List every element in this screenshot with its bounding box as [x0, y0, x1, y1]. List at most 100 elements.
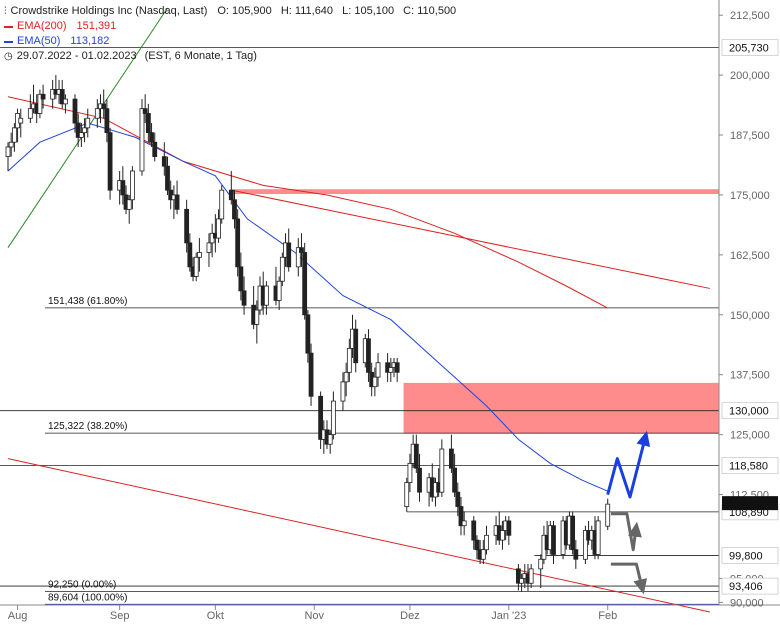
candle-body	[538, 558, 544, 570]
candle-body	[149, 132, 154, 143]
candle-body	[570, 515, 576, 551]
fibonacci-label: 125,322 (38.20%)	[48, 421, 128, 432]
fibonacci-label: 151,438 (61.80%)	[48, 296, 128, 307]
ohlc-high: H: 111,640	[280, 5, 334, 17]
level-price-box	[721, 457, 779, 474]
y-tick-label: 175,000	[730, 190, 770, 202]
chart-icon: ⫶	[4, 6, 7, 17]
candle-body	[471, 520, 477, 541]
ohlc-readout: O: 105,900 H: 111,640 L: 105,100 C: 110,…	[211, 4, 456, 19]
fibonacci-label: 92,250 (0.00%)	[48, 580, 116, 591]
candle-body	[407, 462, 413, 483]
y-tick-label: 187,500	[730, 130, 770, 142]
candle-body	[142, 108, 148, 114]
candle-body	[346, 347, 352, 373]
candle-body	[417, 467, 422, 493]
candle-body	[27, 108, 33, 119]
trendline	[7, 458, 710, 613]
candle-body	[308, 352, 314, 397]
ema50-value: 113,182	[70, 35, 110, 47]
level-price-box	[721, 577, 779, 595]
candle-body	[366, 338, 371, 373]
candle-body	[461, 520, 467, 527]
candle-body	[241, 290, 247, 306]
period-info: (EST, 6 Monate, 1 Tag)	[144, 50, 257, 62]
candle-body	[484, 534, 489, 551]
candle-body	[216, 218, 221, 239]
candle-body	[139, 108, 145, 172]
candle-body	[152, 141, 158, 158]
level-price-label: 118,580	[729, 460, 768, 472]
level-price-box	[721, 547, 779, 564]
last-price-label: 110,500	[729, 498, 768, 510]
candle-body	[126, 199, 132, 210]
candle-body	[573, 549, 579, 560]
candle-body	[145, 113, 151, 134]
candle-body	[279, 256, 285, 282]
candle-body	[228, 189, 234, 201]
scenario-arrowhead	[628, 521, 642, 538]
ema50-label: EMA(50)	[17, 35, 61, 47]
candle-body	[388, 367, 394, 373]
candle-body	[474, 539, 480, 551]
candle-body	[449, 448, 454, 469]
candle-body	[174, 194, 180, 210]
candle-body	[480, 549, 486, 560]
candle-body	[327, 434, 333, 445]
candle-body	[206, 242, 212, 253]
candle-body	[232, 199, 237, 220]
candle-body	[78, 132, 84, 138]
candle-body	[120, 180, 126, 196]
candle-body	[72, 98, 78, 124]
trendline	[231, 189, 710, 289]
candle-body	[276, 280, 282, 301]
candle-body	[582, 530, 588, 560]
candle-body	[286, 242, 292, 268]
candle-body	[184, 208, 190, 244]
candle-body	[196, 252, 202, 258]
candle-body	[104, 108, 110, 134]
x-tick-label: Sep	[110, 610, 130, 622]
candle-body	[516, 568, 521, 584]
y-tick-label: 150,000	[730, 310, 770, 322]
candle-body	[130, 170, 135, 201]
candle-body	[353, 328, 359, 364]
ema50-line	[7, 122, 608, 492]
candle-body	[193, 256, 199, 277]
level-price-box	[721, 39, 779, 56]
legend-period-row: ◷ 29.07.2022 - 01.02.2023 (EST, 6 Monate…	[4, 49, 456, 64]
candle-body	[506, 520, 512, 536]
candle-body	[59, 89, 65, 105]
candle-body	[18, 117, 24, 124]
candle-body	[40, 93, 46, 100]
clock-icon: ◷	[4, 51, 13, 62]
candle-body	[82, 127, 87, 134]
candle-body	[330, 400, 336, 436]
candle-body	[404, 482, 410, 507]
candle-body	[63, 98, 68, 105]
candle-body	[439, 448, 445, 493]
candle-body	[254, 309, 260, 325]
scenario-path	[610, 512, 638, 552]
x-tick-label: Feb	[598, 610, 617, 622]
candle-body	[219, 189, 225, 220]
candle-body	[75, 122, 81, 138]
ema200-value: 151,391	[76, 20, 117, 32]
candle-body	[165, 165, 170, 191]
candle-body	[500, 530, 505, 541]
legend-title-row: ⫶ Crowdstrike Holdings Inc (Nasdaq, Last…	[4, 4, 456, 19]
candle-body	[11, 127, 17, 143]
candle-body	[107, 132, 113, 191]
candle-body	[85, 117, 91, 129]
candle-body	[263, 285, 269, 306]
last-price-box	[722, 496, 778, 511]
y-tick-label: 162,500	[730, 250, 770, 262]
candle-body	[452, 467, 458, 493]
candle-body	[8, 141, 14, 148]
y-tick-label: 125,000	[730, 430, 770, 442]
candle-body	[343, 371, 349, 383]
ohlc-open: O: 105,900	[217, 5, 272, 17]
scenario-arrowhead	[633, 578, 648, 595]
y-tick-label: 90,000	[730, 597, 764, 609]
ema50-swatch	[4, 40, 13, 43]
